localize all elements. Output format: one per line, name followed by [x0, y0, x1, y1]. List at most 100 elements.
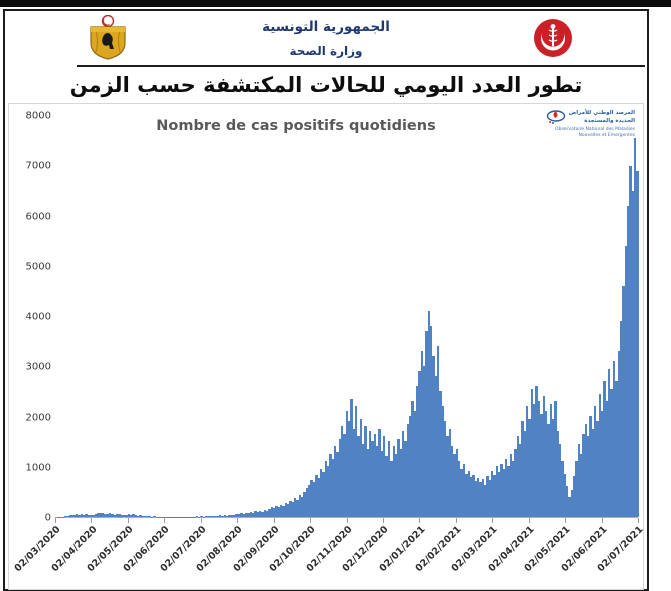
x-tick-mark [638, 518, 639, 523]
bar [106, 513, 109, 517]
bar [219, 515, 222, 517]
bar [572, 476, 576, 517]
bar [282, 505, 285, 517]
bar [378, 428, 381, 517]
bar [333, 446, 337, 517]
bar [570, 490, 573, 517]
bar [509, 453, 513, 517]
bar [216, 515, 220, 517]
bar [495, 466, 498, 517]
bar [523, 431, 527, 517]
bar [193, 516, 196, 517]
bar [268, 508, 271, 517]
bar [577, 443, 580, 517]
bar [533, 403, 536, 517]
bar [291, 502, 295, 517]
bar [303, 492, 306, 517]
bar [413, 411, 416, 517]
bar [486, 476, 489, 517]
bar [387, 441, 391, 517]
bar [444, 421, 447, 517]
x-tick-mark [565, 518, 567, 523]
bar [493, 475, 496, 517]
bar [122, 515, 126, 517]
bar [235, 513, 238, 517]
bar [598, 393, 602, 517]
bar [568, 497, 571, 517]
bar [512, 461, 515, 517]
bar [319, 468, 323, 517]
bar [392, 446, 395, 517]
bar [326, 466, 330, 517]
x-tick-mark [310, 518, 312, 523]
bar [554, 401, 557, 517]
bar [207, 516, 210, 517]
bar [352, 428, 355, 517]
bar [237, 514, 241, 517]
bar [340, 426, 344, 517]
bar [467, 471, 470, 517]
bar [385, 456, 388, 517]
bar [439, 391, 442, 517]
bar [66, 515, 70, 517]
bar [345, 411, 348, 517]
bar [434, 376, 438, 517]
bar [608, 368, 611, 517]
bar [130, 514, 133, 517]
bar [296, 499, 299, 517]
header-text: الجمهورية التونسية وزارة الصحة [5, 19, 647, 58]
bar [118, 513, 121, 517]
x-tick-mark [346, 518, 348, 523]
bar [362, 443, 365, 517]
bar [226, 515, 229, 517]
bar [265, 511, 269, 517]
bar [383, 436, 386, 517]
bar [151, 516, 154, 517]
bars-series [55, 116, 639, 517]
bar [153, 516, 156, 517]
bar [120, 514, 123, 517]
plot-area [55, 116, 639, 523]
bar [458, 461, 461, 517]
bar [94, 513, 98, 517]
bar [472, 475, 475, 517]
bar [287, 503, 290, 517]
bar [104, 514, 107, 517]
bar [516, 436, 520, 517]
bar [636, 170, 639, 517]
bar [587, 436, 590, 517]
bar [622, 285, 625, 517]
y-tick-label: 1000 [25, 462, 51, 474]
x-tick-mark [237, 518, 239, 523]
bar [530, 388, 534, 517]
bar [92, 514, 95, 517]
bar [289, 500, 292, 517]
x-tick-mark [528, 518, 530, 523]
x-tick-mark [273, 518, 275, 523]
bar [310, 480, 313, 517]
bar [584, 423, 588, 517]
bar [324, 461, 327, 517]
y-tick-label: 5000 [25, 261, 51, 273]
chart-container: المرصد الوطني للأمراض الجديدة والمستجدة … [8, 103, 646, 590]
bar [90, 515, 93, 517]
bar [144, 516, 147, 517]
bar [404, 441, 407, 517]
bar [139, 515, 142, 517]
x-tick-mark [601, 518, 603, 523]
bar [277, 506, 280, 517]
y-tick-label: 8000 [25, 110, 51, 122]
bar [270, 507, 273, 517]
bar [336, 452, 339, 517]
bar [540, 413, 543, 517]
header: الجمهورية التونسية وزارة الصحة [5, 11, 647, 63]
bar [594, 406, 597, 517]
bar [380, 451, 384, 517]
bar [430, 326, 433, 517]
bar [497, 472, 501, 517]
bar [256, 512, 259, 517]
bar [62, 516, 65, 517]
onmne-arabic-text: المرصد الوطني للأمراض الجديدة والمستجدة [568, 110, 635, 125]
bar [359, 418, 363, 517]
bar [422, 366, 426, 517]
